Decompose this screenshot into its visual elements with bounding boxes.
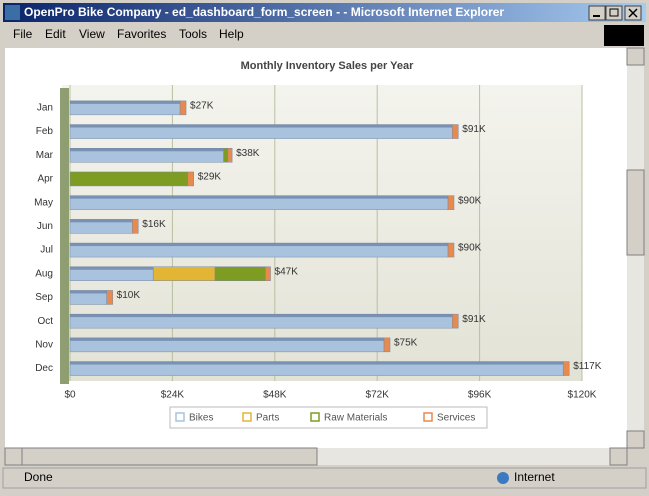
bar-segment: [106, 290, 113, 305]
bar-segment: [447, 242, 455, 258]
y-tick-label: Dec: [35, 363, 53, 374]
bar-segment: [452, 124, 459, 139]
data-label: $117K: [573, 361, 602, 372]
bar-top: [70, 195, 449, 199]
data-label: $75K: [394, 337, 418, 348]
y-tick-label: Sep: [35, 292, 53, 303]
legend-swatch: [310, 412, 320, 422]
window-title: OpenPro Bike Company - ed_dashboard_form…: [24, 5, 504, 19]
bar-segment: [179, 100, 187, 116]
x-tick-label: $24K: [161, 390, 185, 401]
y-tick-label: Feb: [36, 126, 54, 137]
x-tick-label: $48K: [263, 390, 287, 401]
menu-item: Edit: [45, 27, 66, 41]
menu-item: View: [79, 27, 105, 41]
minimize-button[interactable]: [588, 5, 606, 21]
y-tick-label: Oct: [37, 316, 53, 327]
horizontal-scrollbar[interactable]: [4, 447, 628, 466]
bar-top: [70, 148, 224, 152]
x-tick-label: $120K: [568, 390, 597, 401]
legend-swatch: [423, 412, 433, 422]
bar-top: [70, 361, 564, 365]
bar-top: [70, 314, 453, 318]
x-tick-label: $72K: [366, 390, 390, 401]
bar-top: [70, 100, 181, 104]
legend-swatch: [242, 412, 252, 422]
bar-segment: [452, 313, 459, 329]
bar-segment: [562, 361, 570, 376]
data-label: $47K: [275, 266, 299, 277]
data-label: $91K: [462, 314, 486, 325]
legend-label: Raw Materials: [324, 413, 387, 424]
legend-label: Parts: [256, 413, 279, 424]
bar-segment: [265, 266, 271, 281]
maximize-button[interactable]: [605, 5, 623, 21]
bar-top: [70, 219, 133, 223]
y-tick-label: Jan: [37, 102, 53, 113]
y-tick-label: May: [34, 197, 53, 208]
menu-item: Help: [219, 27, 244, 41]
bar-top: [70, 266, 154, 270]
data-label: $90K: [458, 195, 482, 206]
y-tick-label: Jun: [37, 221, 53, 232]
data-label: $38K: [236, 148, 260, 159]
menu-item: Tools: [179, 27, 207, 41]
status-text: Done: [24, 470, 53, 484]
chart-title: Monthly Inventory Sales per Year: [241, 60, 415, 72]
bar-top: [70, 124, 453, 128]
y-tick-label: Jul: [40, 245, 53, 256]
bar-segment: [227, 148, 233, 163]
bar-top: [70, 243, 449, 247]
y-tick-label: Nov: [35, 339, 53, 350]
plot-wall: [60, 88, 69, 384]
y-tick-label: Mar: [36, 150, 54, 161]
data-label: $90K: [458, 243, 482, 254]
title-bar: [3, 3, 646, 22]
data-label: $27K: [190, 100, 214, 111]
zone-text: Internet: [514, 470, 555, 484]
bar-segment: [187, 171, 194, 187]
bar-segment: [383, 337, 391, 353]
data-label: $16K: [142, 219, 166, 230]
zone-icon: [497, 472, 509, 484]
status-bar: [2, 467, 647, 489]
data-label: $10K: [117, 290, 141, 301]
legend-label: Bikes: [189, 413, 213, 424]
y-tick-label: Aug: [35, 268, 53, 279]
menu-item: File: [13, 27, 33, 41]
y-tick-label: Apr: [37, 174, 53, 185]
windows-logo: [604, 25, 644, 46]
vertical-scrollbar[interactable]: [626, 47, 645, 449]
data-label: $91K: [462, 124, 486, 135]
ie-icon: [5, 5, 20, 20]
data-label: $29K: [198, 172, 222, 183]
menu-item: Favorites: [117, 27, 166, 41]
x-tick-label: $96K: [468, 390, 492, 401]
window-buttons: [588, 5, 642, 21]
legend-swatch: [175, 412, 185, 422]
bar-segment: [447, 195, 455, 210]
x-tick-label: $0: [64, 390, 76, 401]
bar-top: [70, 290, 107, 294]
legend-label: Services: [437, 413, 475, 424]
bar-top: [70, 337, 385, 341]
bar-segment: [132, 219, 139, 234]
